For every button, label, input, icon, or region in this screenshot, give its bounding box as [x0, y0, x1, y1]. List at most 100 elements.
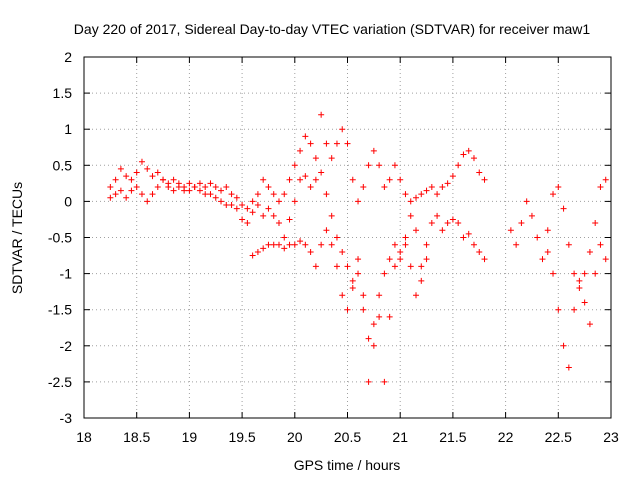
- data-point: [181, 187, 188, 194]
- data-point: [318, 241, 325, 248]
- data-point: [523, 198, 530, 205]
- data-point: [386, 313, 393, 320]
- data-point: [202, 191, 209, 198]
- data-point: [465, 230, 472, 237]
- data-point: [202, 183, 209, 190]
- data-point: [528, 212, 535, 219]
- data-point: [365, 335, 372, 342]
- data-point: [133, 183, 140, 190]
- data-point: [123, 194, 130, 201]
- data-point: [560, 205, 567, 212]
- data-point: [571, 270, 578, 277]
- data-point: [434, 212, 441, 219]
- data-point: [254, 191, 261, 198]
- data-point: [423, 241, 430, 248]
- x-tick-label: 22: [498, 429, 514, 445]
- data-point: [307, 248, 314, 255]
- x-tick-label: 19.5: [228, 429, 255, 445]
- data-point: [381, 270, 388, 277]
- data-point: [402, 191, 409, 198]
- data-point: [154, 169, 161, 176]
- data-point: [186, 187, 193, 194]
- data-point: [260, 245, 267, 252]
- data-point: [328, 241, 335, 248]
- data-point: [344, 140, 351, 147]
- data-point: [370, 342, 377, 349]
- plot-frame: [83, 56, 612, 419]
- data-point: [360, 183, 367, 190]
- data-point: [423, 187, 430, 194]
- data-point: [265, 241, 272, 248]
- data-point: [281, 191, 288, 198]
- data-point: [307, 183, 314, 190]
- data-point: [592, 270, 599, 277]
- data-point: [407, 198, 414, 205]
- data-point: [297, 147, 304, 154]
- data-point: [233, 205, 240, 212]
- data-point: [544, 248, 551, 255]
- data-point: [602, 256, 609, 263]
- data-point: [297, 238, 304, 245]
- data-point: [275, 220, 282, 227]
- data-point: [402, 234, 409, 241]
- data-point: [275, 241, 282, 248]
- data-point: [581, 270, 588, 277]
- data-point: [349, 277, 356, 284]
- data-point: [555, 306, 562, 313]
- data-point: [550, 191, 557, 198]
- data-point: [444, 180, 451, 187]
- data-point: [434, 191, 441, 198]
- data-point: [323, 140, 330, 147]
- data-point: [355, 198, 362, 205]
- x-tick-label: 18: [76, 429, 92, 445]
- data-point: [370, 321, 377, 328]
- data-point: [397, 248, 404, 255]
- y-tick-label: 0: [64, 193, 72, 209]
- data-point: [407, 212, 414, 219]
- data-point: [460, 151, 467, 158]
- data-point: [355, 256, 362, 263]
- data-point: [455, 220, 462, 227]
- y-tick-label: 0.5: [53, 157, 73, 173]
- data-point: [602, 176, 609, 183]
- data-point: [328, 155, 335, 162]
- data-point: [291, 241, 298, 248]
- x-tick-label: 23: [603, 429, 619, 445]
- data-point: [270, 212, 277, 219]
- x-tick-label: 20.5: [334, 429, 361, 445]
- data-point: [355, 270, 362, 277]
- data-point: [576, 277, 583, 284]
- data-point: [170, 176, 177, 183]
- y-tick-label: -0.5: [48, 230, 72, 246]
- data-point: [592, 220, 599, 227]
- data-point: [449, 216, 456, 223]
- data-point: [275, 198, 282, 205]
- data-point: [339, 292, 346, 299]
- data-point: [481, 176, 488, 183]
- data-point: [207, 191, 214, 198]
- data-point: [323, 227, 330, 234]
- data-point: [333, 234, 340, 241]
- x-tick-label: 20: [287, 429, 303, 445]
- series-late-segment: [507, 176, 609, 371]
- data-point: [112, 191, 119, 198]
- data-point: [470, 241, 477, 248]
- data-point: [260, 212, 267, 219]
- data-point: [233, 194, 240, 201]
- data-point: [476, 248, 483, 255]
- y-tick-label: 2: [64, 49, 72, 65]
- data-point: [170, 187, 177, 194]
- data-point: [391, 162, 398, 169]
- y-tick-label: 1: [64, 121, 72, 137]
- data-point: [544, 227, 551, 234]
- data-point: [244, 220, 251, 227]
- data-point: [212, 194, 219, 201]
- data-point: [249, 252, 256, 259]
- data-point: [333, 263, 340, 270]
- data-point: [249, 198, 256, 205]
- x-tick-label: 22.5: [545, 429, 572, 445]
- data-point: [302, 241, 309, 248]
- data-point: [312, 155, 319, 162]
- data-point: [138, 191, 145, 198]
